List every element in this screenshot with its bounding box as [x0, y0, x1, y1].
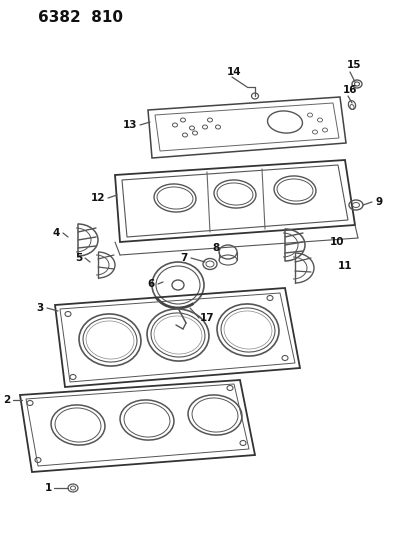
- Text: 17: 17: [200, 313, 215, 323]
- Text: 8: 8: [213, 243, 220, 253]
- Text: 7: 7: [181, 253, 188, 263]
- Text: 11: 11: [338, 261, 353, 271]
- Text: 10: 10: [330, 237, 344, 247]
- Text: 3: 3: [37, 303, 44, 313]
- Text: 16: 16: [343, 85, 357, 95]
- Text: 14: 14: [227, 67, 242, 77]
- Text: 9: 9: [375, 197, 382, 207]
- Text: 15: 15: [347, 60, 361, 70]
- Text: 2: 2: [3, 395, 10, 405]
- Text: 12: 12: [91, 193, 105, 203]
- Text: 4: 4: [53, 228, 60, 238]
- Text: 1: 1: [45, 483, 52, 493]
- Text: 6: 6: [148, 279, 155, 289]
- Text: 13: 13: [122, 120, 137, 130]
- Text: 5: 5: [75, 253, 82, 263]
- Text: 6382  810: 6382 810: [38, 11, 123, 26]
